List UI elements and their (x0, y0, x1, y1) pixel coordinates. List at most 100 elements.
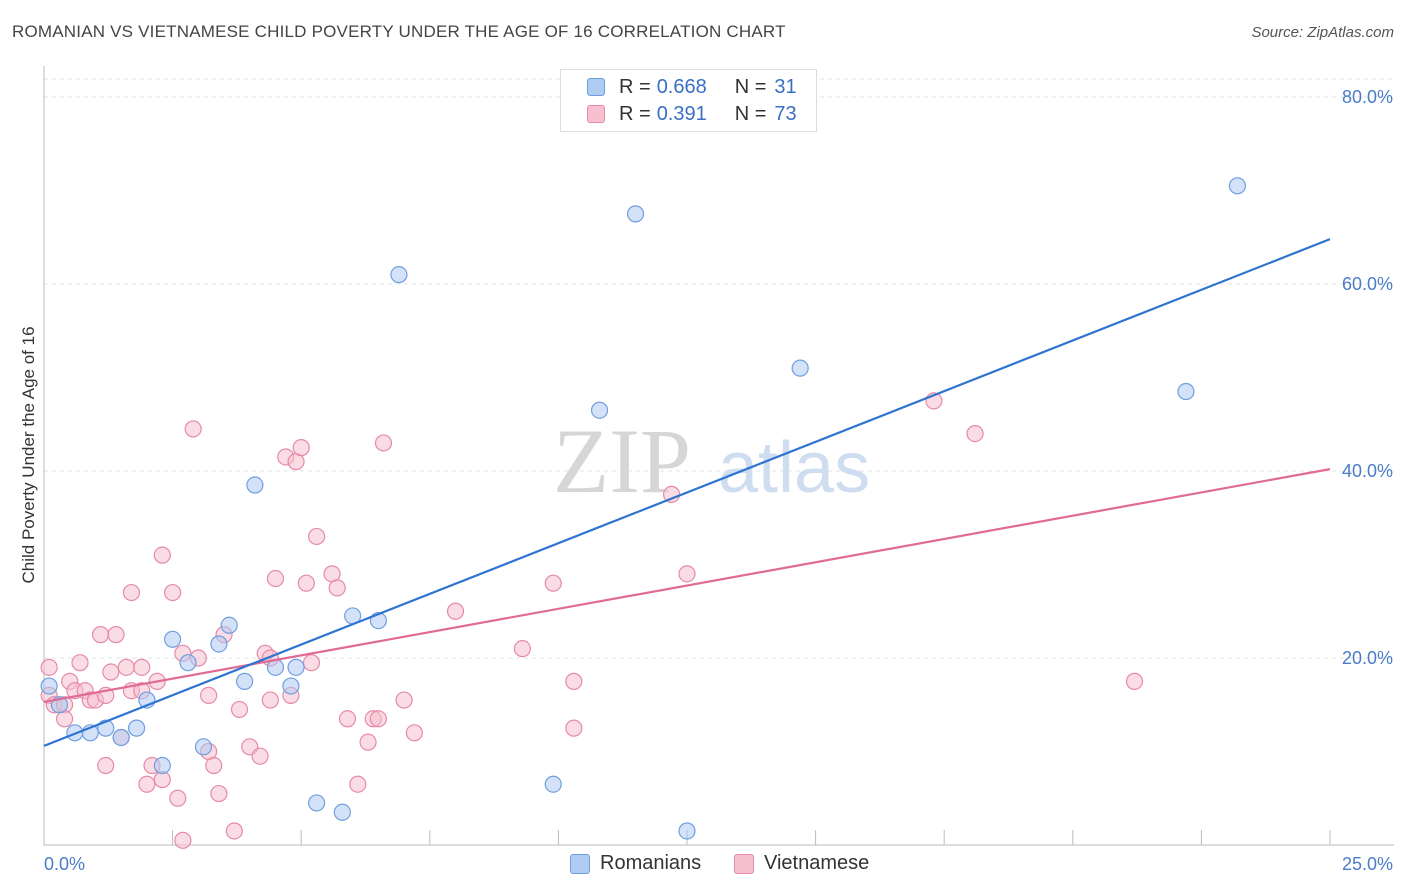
vietnamese-point[interactable] (40, 658, 58, 676)
vietnamese-point[interactable] (102, 663, 120, 681)
vietnamese-point[interactable] (302, 654, 321, 672)
vietnamese-legend-label: Vietnamese (764, 852, 870, 874)
vietnamese-point[interactable] (169, 789, 187, 807)
vietnamese-point[interactable] (544, 574, 562, 592)
vietnamese-point[interactable] (405, 724, 423, 742)
vietnamese-point[interactable] (107, 626, 125, 644)
vietnamese-point[interactable] (164, 583, 182, 602)
legend-n-value: 73 (774, 102, 797, 125)
legend-r-label: R = (619, 102, 651, 125)
romanian-point[interactable] (179, 654, 197, 672)
chart-title: ROMANIAN VS VIETNAMESE CHILD POVERTY UND… (12, 22, 786, 41)
vietnamese-point[interactable] (374, 434, 393, 452)
vietnamese-point[interactable] (225, 822, 243, 840)
vietnamese-point[interactable] (308, 527, 326, 546)
vietnamese-point[interactable] (349, 775, 367, 793)
vietnamese-point[interactable] (184, 420, 202, 438)
romanian-point[interactable] (1177, 382, 1195, 401)
romanian-point[interactable] (194, 738, 213, 756)
romanian-point[interactable] (287, 658, 305, 676)
x-tick-label-max: 25.0% (1342, 854, 1393, 874)
vietnamese-point[interactable] (338, 710, 357, 728)
vietnamese-point[interactable] (251, 747, 269, 765)
romanian-point[interactable] (678, 822, 696, 840)
axes (43, 66, 1394, 846)
vietnamese-point[interactable] (71, 654, 89, 672)
romanian-point[interactable] (127, 719, 146, 737)
vietnamese-point[interactable] (292, 439, 310, 457)
romanian-point[interactable] (246, 476, 264, 494)
vietnamese-point[interactable] (230, 700, 249, 719)
romanian-point[interactable] (282, 677, 300, 695)
vietnamese-legend-swatch (734, 853, 754, 874)
y-tick-label: 60.0% (1342, 274, 1393, 294)
y-tick-label: 20.0% (1342, 648, 1393, 668)
x-tick-label-min: 0.0% (44, 854, 85, 874)
romanian-point[interactable] (210, 635, 228, 653)
romanian-point[interactable] (153, 756, 171, 775)
legend-r-value: 0.391 (656, 102, 707, 125)
vietnamese-point[interactable] (91, 626, 110, 644)
y-axis-label: Child Poverty Under the Age of 16 (19, 326, 38, 583)
watermark-atlas: atlas (718, 428, 870, 508)
vietnamese-point[interactable] (395, 691, 413, 709)
romanian-point[interactable] (308, 794, 326, 812)
romanian-point[interactable] (112, 728, 130, 747)
romanian-point[interactable] (220, 616, 238, 634)
vietnamese-point[interactable] (97, 756, 115, 775)
vietnamese-point[interactable] (1125, 672, 1144, 690)
vietnamese-point[interactable] (359, 733, 377, 751)
vietnamese-point[interactable] (369, 710, 387, 728)
legend-n-label: N = (734, 75, 767, 98)
tick-labels: 20.0% 40.0% 60.0% 80.0% 0.0% 25.0% (44, 87, 1393, 874)
vietnamese-point[interactable] (565, 719, 583, 737)
romanian-point[interactable] (590, 401, 609, 419)
romanian-point[interactable] (164, 630, 182, 648)
legend-n-label: N = (734, 102, 767, 125)
vietnamese-point[interactable] (966, 425, 984, 443)
vietnamese-point[interactable] (117, 658, 135, 676)
romanians-legend-label: Romanians (600, 852, 702, 874)
legend-item-romanians[interactable]: Romanians (570, 852, 701, 875)
vietnamese-point[interactable] (328, 579, 346, 597)
legend-row-vietnamese: R = 0.391 N = 73 (587, 101, 797, 127)
vietnamese-point[interactable] (513, 640, 531, 658)
romanian-point[interactable] (236, 672, 254, 690)
romanian-point[interactable] (791, 359, 809, 377)
romanian-point[interactable] (333, 803, 351, 821)
vietnamese-trend-line (43, 468, 1331, 704)
vietnamese-point[interactable] (133, 658, 151, 676)
vietnamese-point[interactable] (565, 672, 583, 690)
series-legend: Romanians Vietnamese (0, 852, 1406, 878)
vietnamese-point[interactable] (446, 602, 465, 620)
vietnamese-point[interactable] (138, 775, 156, 793)
data-points (40, 177, 1247, 849)
legend-item-vietnamese[interactable]: Vietnamese (734, 852, 869, 875)
romanian-point[interactable] (40, 677, 58, 695)
vietnamese-point[interactable] (261, 691, 279, 709)
vietnamese-point[interactable] (122, 583, 141, 602)
vietnamese-point[interactable] (205, 756, 223, 775)
y-tick-label: 40.0% (1342, 461, 1393, 481)
romanians-swatch (587, 78, 605, 96)
vietnamese-point[interactable] (678, 565, 696, 583)
romanian-point[interactable] (1228, 177, 1247, 195)
y-tick-label: 80.0% (1342, 87, 1393, 107)
trend-lines (43, 238, 1331, 747)
vietnamese-point[interactable] (153, 546, 171, 564)
romanian-point[interactable] (390, 266, 408, 284)
vietnamese-point[interactable] (174, 831, 192, 849)
correlation-legend: R = 0.668 N = 31 R = 0.391 N = 73 (560, 69, 817, 132)
legend-r-value: 0.668 (656, 75, 707, 98)
vietnamese-point[interactable] (297, 574, 315, 592)
romanian-point[interactable] (544, 775, 562, 793)
vietnamese-point[interactable] (200, 686, 218, 705)
vietnamese-point[interactable] (266, 569, 285, 588)
romanian-point[interactable] (626, 205, 645, 223)
vietnamese-point[interactable] (210, 784, 228, 803)
romanians-trend-line (43, 238, 1331, 747)
grid-lines (44, 78, 1394, 659)
legend-n-value: 31 (774, 75, 797, 98)
legend-r-label: R = (619, 75, 651, 98)
